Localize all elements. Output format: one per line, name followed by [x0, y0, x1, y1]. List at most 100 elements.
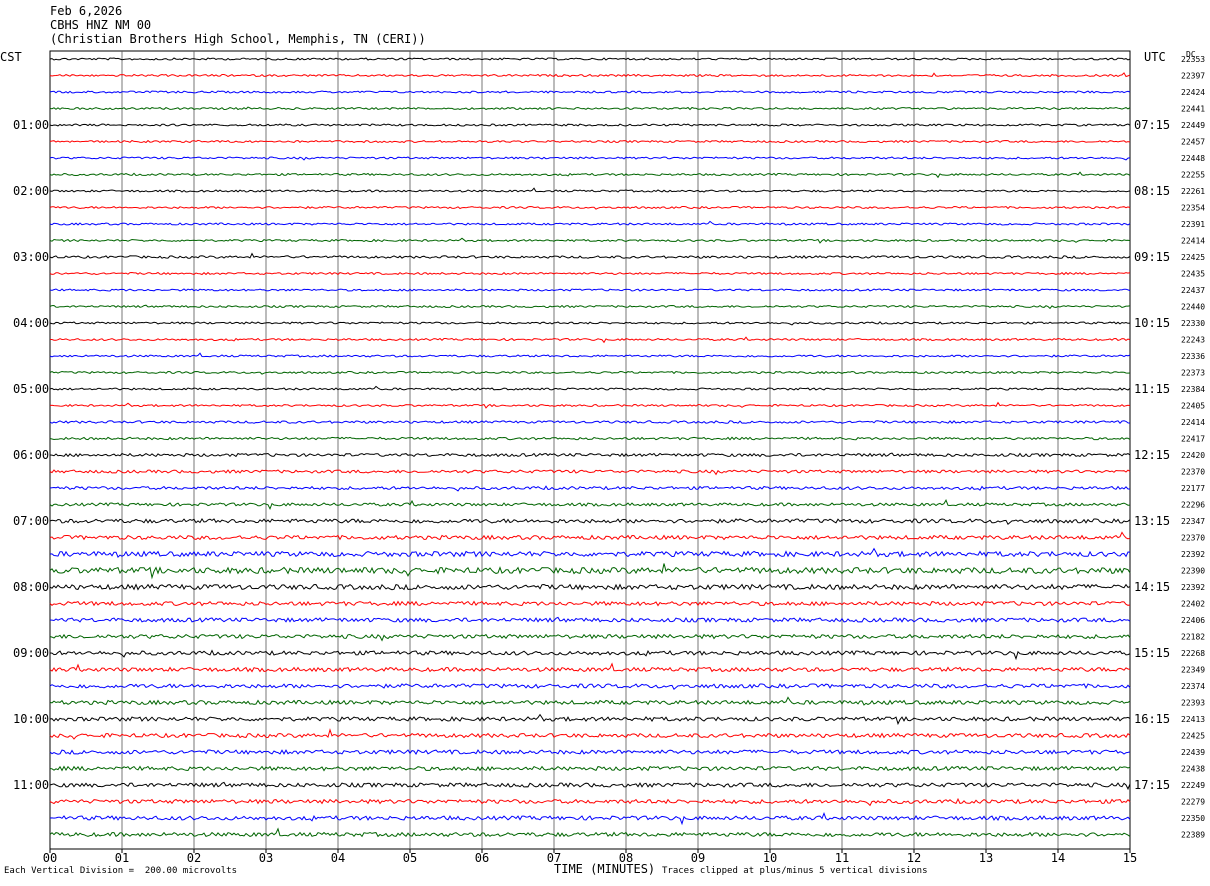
dc-offset-label: 22347 — [1181, 517, 1205, 526]
dc-offset-label: 22424 — [1181, 88, 1205, 97]
left-hour-label: 03:00 — [13, 250, 49, 264]
trace-line — [49, 499, 1131, 511]
trace-line — [49, 171, 1131, 179]
dc-offset-label: 22441 — [1181, 105, 1205, 114]
dc-offset-label: 22373 — [1181, 369, 1205, 378]
x-tick-label: 01 — [115, 851, 129, 865]
right-hour-label: 15:15 — [1134, 646, 1170, 660]
dc-offset-label: 22392 — [1181, 583, 1205, 592]
dc-offset-label: 22425 — [1181, 732, 1205, 741]
clip-note: Traces clipped at plus/minus 5 vertical … — [662, 866, 928, 876]
x-tick-label: 02 — [187, 851, 201, 865]
chart-location: (Christian Brothers High School, Memphis… — [50, 32, 426, 46]
dc-offset-label: 22440 — [1181, 303, 1205, 312]
trace-line — [49, 518, 1131, 525]
dc-offset-label: 22296 — [1181, 501, 1205, 510]
left-timezone-label: CST — [0, 50, 22, 64]
left-hour-label: 08:00 — [13, 580, 49, 594]
trace-line — [49, 352, 1131, 358]
trace-line — [49, 452, 1131, 458]
trace-line — [49, 683, 1131, 690]
right-hour-label: 10:15 — [1134, 316, 1170, 330]
x-tick-label: 14 — [1051, 851, 1065, 865]
dc-offset-label: 22350 — [1181, 814, 1205, 823]
dc-offset-label: 22438 — [1181, 765, 1205, 774]
trace-line — [49, 436, 1131, 441]
trace-line — [49, 123, 1131, 127]
trace-line — [49, 252, 1131, 259]
dc-offset-label: 22261 — [1181, 187, 1205, 196]
dc-offset-label: 22279 — [1181, 798, 1205, 807]
x-tick-label: 12 — [907, 851, 921, 865]
right-hour-label: 11:15 — [1134, 382, 1170, 396]
dc-offset-label: 22413 — [1181, 715, 1205, 724]
trace-line — [49, 156, 1131, 161]
x-tick-label: 11 — [835, 851, 849, 865]
trace-line — [49, 288, 1131, 292]
trace-line — [49, 827, 1131, 838]
trace-line — [49, 633, 1131, 642]
x-tick-label: 15 — [1123, 851, 1137, 865]
trace-line — [49, 696, 1131, 706]
dc-offset-label: 22182 — [1181, 633, 1205, 642]
right-hour-label: 17:15 — [1134, 778, 1170, 792]
dc-offset-label: 22374 — [1181, 682, 1205, 691]
left-hour-label: 10:00 — [13, 712, 49, 726]
dc-offset-label: 22390 — [1181, 567, 1205, 576]
trace-line — [49, 321, 1131, 326]
trace-line — [49, 662, 1131, 673]
right-hour-label: 08:15 — [1134, 184, 1170, 198]
dc-offset-label: 22330 — [1181, 319, 1205, 328]
left-hour-label: 11:00 — [13, 778, 49, 792]
x-tick-label: 08 — [619, 851, 633, 865]
dc-offset-label: 22414 — [1181, 418, 1205, 427]
trace-line — [49, 90, 1131, 94]
dc-offset-label: 22391 — [1181, 220, 1205, 229]
x-tick-label: 03 — [259, 851, 273, 865]
dc-offset-label: 22420 — [1181, 451, 1205, 460]
chart-station: CBHS HNZ NM 00 — [50, 18, 152, 32]
trace-line — [49, 583, 1131, 591]
plot-frame — [49, 50, 1131, 850]
right-hour-label: 07:15 — [1134, 118, 1170, 132]
dc-offset-label: 22414 — [1181, 237, 1205, 246]
dc-offset-label: 22448 — [1181, 154, 1205, 163]
left-hour-label: 05:00 — [13, 382, 49, 396]
x-tick-label: 04 — [331, 851, 345, 865]
x-tick-label: 13 — [979, 851, 993, 865]
trace-line — [49, 469, 1131, 476]
x-tick-label: 10 — [763, 851, 777, 865]
trace-line — [49, 401, 1131, 409]
trace-line — [49, 420, 1131, 424]
trace-line — [49, 616, 1131, 623]
scale-note: Each Vertical Division = 200.00 microvol… — [4, 866, 237, 876]
x-axis-title: TIME (MINUTES) — [554, 862, 656, 876]
trace-line — [49, 304, 1131, 310]
right-hour-label: 13:15 — [1134, 514, 1170, 528]
trace-line — [49, 547, 1131, 558]
trace-line — [49, 728, 1131, 740]
right-hour-label: 12:15 — [1134, 448, 1170, 462]
dc-offset-label: 22370 — [1181, 534, 1205, 543]
dc-offset-label: 22243 — [1181, 336, 1205, 345]
dc-offset-label: 22437 — [1181, 286, 1205, 295]
x-tick-label: 00 — [43, 851, 57, 865]
right-hour-label: 09:15 — [1134, 250, 1170, 264]
right-hour-label: 16:15 — [1134, 712, 1170, 726]
dc-offset-label: 22255 — [1181, 171, 1205, 180]
x-tick-label: 07 — [547, 851, 561, 865]
trace-line — [49, 797, 1131, 807]
dc-offset-label: 22353 — [1181, 55, 1205, 64]
dc-offset-label: 22354 — [1181, 204, 1205, 213]
dc-offset-label: 22439 — [1181, 748, 1205, 757]
trace-line — [49, 649, 1131, 661]
trace-line — [49, 531, 1131, 541]
left-hour-label: 04:00 — [13, 316, 49, 330]
dc-offset-label: 22402 — [1181, 600, 1205, 609]
dc-offset-label: 22336 — [1181, 352, 1205, 361]
dc-offset-label: 22389 — [1181, 831, 1205, 840]
dc-offset-label: 22177 — [1181, 484, 1205, 493]
dc-header-label: DC — [1186, 50, 1196, 59]
x-tick-label: 09 — [691, 851, 705, 865]
dc-offset-label: 22249 — [1181, 781, 1205, 790]
